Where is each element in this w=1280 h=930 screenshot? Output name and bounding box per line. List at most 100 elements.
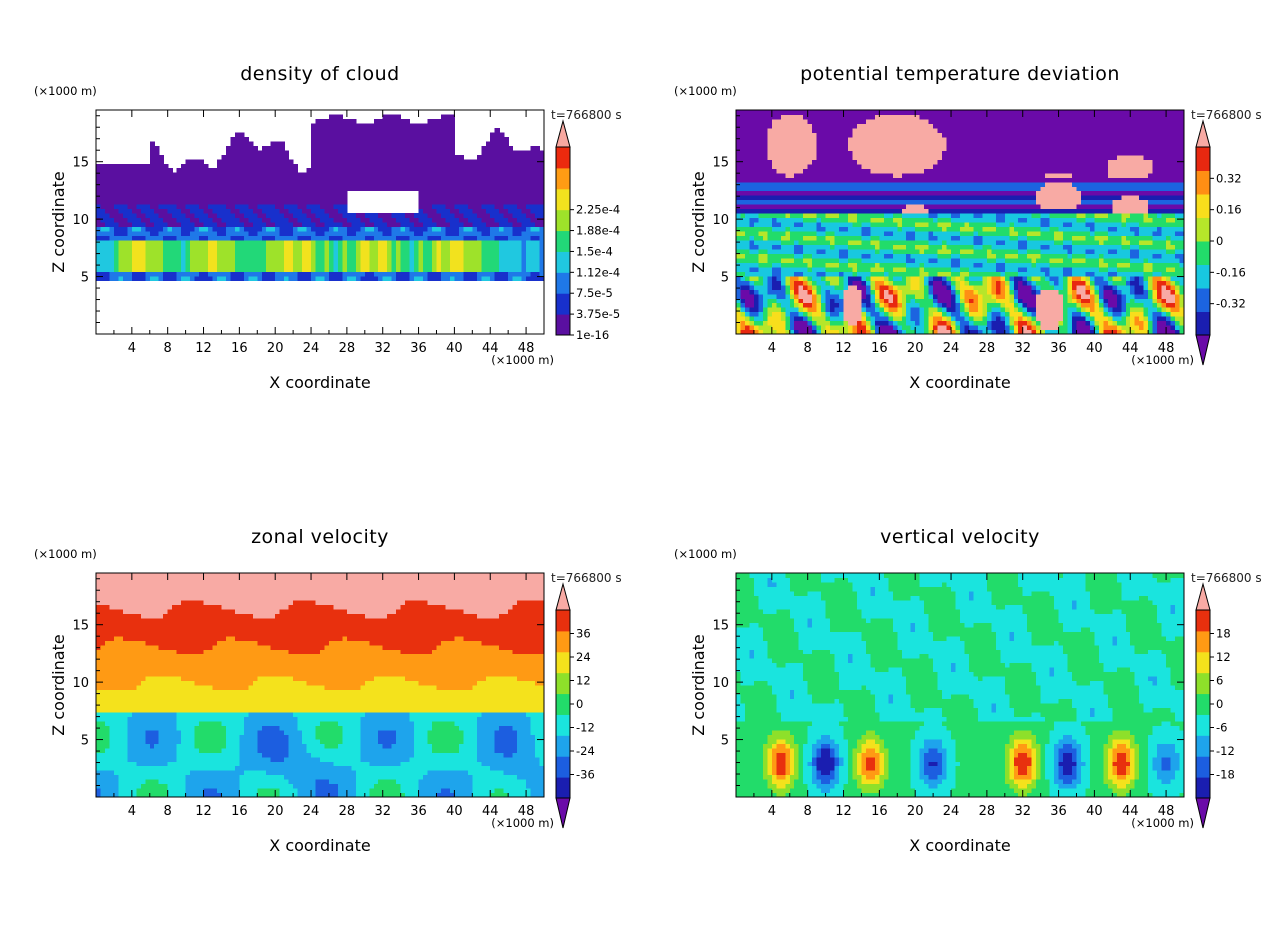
field-cell <box>902 294 907 299</box>
field-cell <box>879 294 884 299</box>
field-cell <box>423 209 428 214</box>
field-cell <box>271 258 276 263</box>
field-cell <box>826 298 831 303</box>
field-cell <box>212 173 217 178</box>
field-cell <box>253 173 258 178</box>
field-cell <box>172 173 177 178</box>
field-cell <box>333 200 338 205</box>
field-cell <box>888 204 893 209</box>
field-cell <box>875 235 880 240</box>
field-cell <box>230 244 235 249</box>
field-cell <box>423 173 428 178</box>
field-cell <box>763 204 768 209</box>
field-cell <box>799 231 804 236</box>
field-cell <box>481 200 486 205</box>
field-cell <box>508 235 513 240</box>
field-cell <box>410 213 415 218</box>
field-cell <box>758 312 763 317</box>
field-cell <box>168 226 173 231</box>
field-cell <box>852 321 857 326</box>
field-cell <box>888 218 893 223</box>
field-cell <box>821 226 826 231</box>
field-cell <box>490 168 495 173</box>
field-cell <box>217 200 222 205</box>
field-cell <box>221 231 226 236</box>
field-cell <box>866 325 871 330</box>
field-cell <box>392 249 397 254</box>
field-cell <box>428 182 433 187</box>
field-cell <box>293 258 298 263</box>
field-cell <box>159 249 164 254</box>
field-cell <box>817 307 822 312</box>
field-cell <box>902 235 907 240</box>
field-cell <box>893 267 898 272</box>
field-cell <box>781 298 786 303</box>
field-cell <box>392 271 397 276</box>
field-cell <box>785 168 790 173</box>
field-cell <box>459 244 464 249</box>
field-cell <box>861 267 866 272</box>
field-cell <box>490 240 495 245</box>
field-cell <box>257 240 262 245</box>
field-cell <box>320 159 325 164</box>
field-cell <box>794 110 799 115</box>
field-cell <box>754 231 759 236</box>
field-cell <box>776 110 781 115</box>
field-cell <box>736 114 741 119</box>
field-cell <box>244 240 249 245</box>
field-cell <box>745 137 750 142</box>
field-cell <box>145 204 150 209</box>
field-cell <box>208 204 213 209</box>
field-cell <box>852 307 857 312</box>
field-cell <box>136 262 141 267</box>
field-cell <box>307 182 312 187</box>
field-cell <box>392 213 397 218</box>
field-cell <box>808 307 813 312</box>
field-cell <box>141 213 146 218</box>
field-cell <box>333 155 338 160</box>
field-cell <box>826 262 831 267</box>
field-cell <box>419 173 424 178</box>
field-cell <box>754 262 759 267</box>
field-cell <box>190 218 195 223</box>
time-label: t=766800 s <box>551 108 622 122</box>
field-cell <box>812 164 817 169</box>
field-cell <box>808 289 813 294</box>
field-cell <box>481 231 486 236</box>
field-cell <box>790 173 795 178</box>
field-cell <box>329 258 334 263</box>
field-cell <box>754 316 759 321</box>
field-cell <box>472 231 477 236</box>
field-cell <box>808 150 813 155</box>
field-cell <box>230 218 235 223</box>
field-cell <box>154 200 159 205</box>
field-cell <box>392 119 397 124</box>
field-cell <box>244 146 249 151</box>
field-cell <box>405 150 410 155</box>
field-cell <box>414 231 419 236</box>
field-cell <box>758 141 763 146</box>
field-cell <box>463 164 468 169</box>
field-cell <box>821 240 826 245</box>
field-cell <box>248 200 253 205</box>
field-cell <box>280 276 285 281</box>
field-cell <box>109 267 114 272</box>
field-cell <box>531 191 536 196</box>
field-cell <box>186 218 191 223</box>
field-cell <box>879 191 884 196</box>
field-cell <box>320 244 325 249</box>
field-cell <box>781 226 786 231</box>
field-cell <box>419 209 424 214</box>
field-cell <box>861 285 866 290</box>
field-cell <box>893 209 898 214</box>
field-cell <box>414 262 419 267</box>
field-cell <box>221 213 226 218</box>
field-cell <box>848 312 853 317</box>
field-cell <box>830 303 835 308</box>
field-cell <box>266 200 271 205</box>
field-cell <box>826 132 831 137</box>
field-cell <box>414 249 419 254</box>
field-cell <box>495 222 500 227</box>
field-cell <box>839 258 844 263</box>
field-cell <box>481 150 486 155</box>
